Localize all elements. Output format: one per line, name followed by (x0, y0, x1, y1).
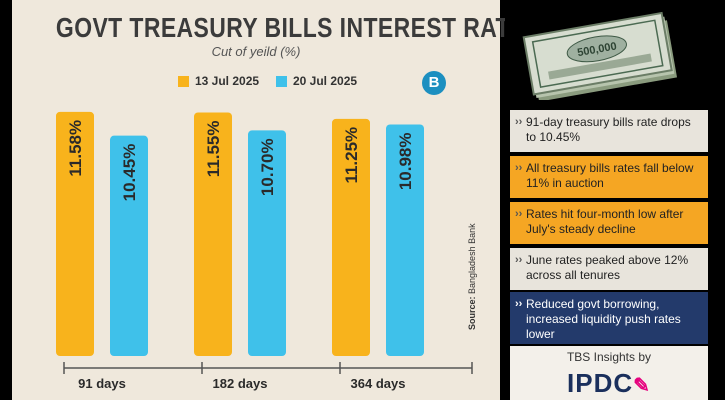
legend-item-series-1: 13 Jul 2025 (178, 74, 259, 88)
insight-text-5: Reduced govt borrowing, increased liquid… (526, 297, 681, 341)
legend-item-series-2: 20 Jul 2025 (276, 74, 357, 88)
bar-data-label: 10.70% (258, 138, 277, 196)
bar-data-label: 11.25% (342, 127, 361, 184)
bar-1-182-days (194, 112, 232, 356)
source-note: Source: Bangladesh Bank (467, 150, 481, 330)
insight-item-3: ›› Rates hit four-month low after July's… (510, 202, 708, 244)
sponsor-footer: TBS Insights by IPDC✎ (510, 346, 708, 400)
chevron-right-icon: ›› (515, 208, 523, 220)
legend-label-series-2: 20 Jul 2025 (293, 74, 358, 88)
bar-data-label: 11.55% (204, 120, 223, 177)
x-tick-label: 182 days (213, 376, 268, 391)
chevron-right-icon: ›› (515, 254, 523, 266)
ipdc-swoosh-icon: ✎ (633, 375, 651, 397)
ipdc-logo: IPDC✎ (510, 368, 708, 399)
legend-swatch-series-2 (276, 75, 287, 87)
insight-text-1: 91-day treasury bills rate drops to 10.4… (526, 115, 691, 144)
source-text: Bangladesh Bank (467, 223, 477, 294)
bar-2-91-days (110, 135, 148, 356)
insight-item-1: ›› 91-day treasury bills rate drops to 1… (510, 110, 708, 152)
tbs-insights-label: TBS Insights by (566, 350, 652, 364)
legend-label-series-1: 13 Jul 2025 (195, 74, 260, 88)
bar-data-label: 11.58% (66, 120, 85, 177)
bar-data-label: 10.98% (396, 133, 415, 191)
bar-1-91-days (56, 111, 94, 356)
insight-text-4: June rates peaked above 12% across all t… (526, 253, 689, 282)
insight-item-4: ›› June rates peaked above 12% across al… (510, 248, 708, 290)
bar-1-364-days (332, 118, 370, 356)
source-label: Source: (467, 296, 477, 330)
chevron-right-icon: ›› (515, 162, 523, 174)
insight-text-2: All treasury bills rates fall below 11% … (526, 161, 694, 190)
x-tick-label: 364 days (351, 376, 406, 391)
legend-swatch-series-1 (178, 75, 189, 87)
insight-item-5: ›› Reduced govt borrowing, increased liq… (510, 292, 708, 344)
bar-2-182-days (248, 130, 286, 356)
banknote-bundle-icon: 500,000 (522, 11, 678, 100)
chevron-right-icon: ›› (515, 116, 523, 128)
chevron-right-icon: ›› (515, 298, 523, 310)
bar-data-label: 10.45% (120, 144, 139, 202)
chart-subtitle: Cut of yeild (%) (211, 44, 301, 59)
insight-text-3: Rates hit four-month low after July's st… (526, 207, 684, 236)
x-tick-label: 91 days (78, 376, 126, 391)
insight-item-2: ›› All treasury bills rates fall below 1… (510, 156, 708, 198)
bar-2-364-days (386, 124, 424, 356)
tbs-logo-icon: B (422, 71, 446, 95)
ipdc-brand-text: IPDC (567, 368, 634, 398)
bar-chart: 11.58% 10.45% 91 days 11.55% 10.70% 182 days 1… (56, 111, 473, 391)
